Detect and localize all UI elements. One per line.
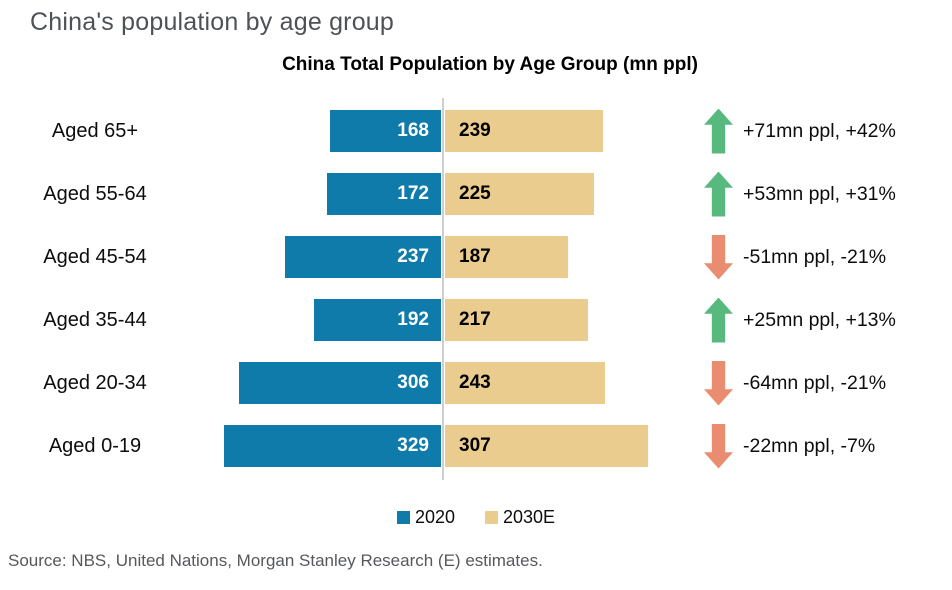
bar-2020: 172 <box>327 173 441 215</box>
bar-2020-value: 329 <box>397 435 429 456</box>
change-annotation: -22mn ppl, -7% <box>690 423 952 469</box>
bar-2020-value: 306 <box>397 372 429 393</box>
change-arrow-icon <box>704 360 733 406</box>
bar-area: 306 243 <box>170 362 690 404</box>
change-label: -22mn ppl, -7% <box>743 434 876 457</box>
bar-2030-value: 243 <box>459 372 491 393</box>
change-arrow-icon <box>704 171 733 217</box>
change-annotation: +25mn ppl, +13% <box>690 297 952 343</box>
bar-2020: 192 <box>314 299 441 341</box>
change-annotation: -64mn ppl, -21% <box>690 360 952 406</box>
bar-2030: 217 <box>445 299 589 341</box>
bar-2030: 187 <box>445 236 569 278</box>
bar-2020: 237 <box>284 236 441 278</box>
bar-2030-value: 239 <box>459 120 491 141</box>
bar-2020: 329 <box>223 425 441 467</box>
chart-legend: 2020 2030E <box>0 507 952 528</box>
source-note: Source: NBS, United Nations, Morgan Stan… <box>8 551 543 570</box>
bar-2020-value: 172 <box>397 183 429 204</box>
bar-2020-value: 237 <box>397 246 429 267</box>
baseline-axis <box>442 98 444 480</box>
bar-area: 237 187 <box>170 236 690 278</box>
bar-area: 172 225 <box>170 173 690 215</box>
bar-2030: 225 <box>445 173 594 215</box>
chart-row: Aged 20-34 306 243 -64mn ppl, -21% <box>0 360 952 406</box>
legend-swatch-2020-icon <box>396 511 410 524</box>
change-annotation: +71mn ppl, +42% <box>690 108 952 154</box>
change-arrow-icon <box>704 234 733 280</box>
chart-row: Aged 0-19 329 307 -22mn ppl, -7% <box>0 423 952 469</box>
category-label: Aged 45-54 <box>43 245 147 268</box>
change-label: +25mn ppl, +13% <box>743 308 896 331</box>
bar-area: 168 239 <box>170 110 690 152</box>
chart-row: Aged 55-64 172 225 +53mn ppl, +31% <box>0 171 952 217</box>
category-label: Aged 65+ <box>51 119 139 142</box>
chart-title: China Total Population by Age Group (mn … <box>282 54 698 75</box>
bar-2030: 243 <box>445 362 606 404</box>
change-label: -64mn ppl, -21% <box>743 371 887 394</box>
bar-2030-value: 187 <box>459 246 491 267</box>
page-title: China's population by age group <box>30 8 395 36</box>
chart-row: Aged 35-44 192 217 +25mn ppl, +13% <box>0 297 952 343</box>
bar-2020: 306 <box>239 362 441 404</box>
change-annotation: +53mn ppl, +31% <box>690 171 952 217</box>
change-arrow-icon <box>704 108 733 154</box>
category-label: Aged 0-19 <box>48 434 142 457</box>
legend-item-2030e: 2030E <box>484 507 556 528</box>
change-label: +53mn ppl, +31% <box>743 182 896 205</box>
bar-2030: 307 <box>445 425 648 467</box>
legend-swatch-2030e-icon <box>484 511 498 524</box>
bar-2030: 239 <box>445 110 603 152</box>
change-arrow-icon <box>704 297 733 343</box>
change-arrow-icon <box>704 423 733 469</box>
bar-2020: 168 <box>330 110 441 152</box>
bar-area: 329 307 <box>170 425 690 467</box>
category-label: Aged 20-34 <box>43 371 147 394</box>
bar-2020-value: 168 <box>397 120 429 141</box>
category-label: Aged 35-44 <box>43 308 147 331</box>
chart-rows: Aged 65+ 168 239 +71mn ppl, +42% Aged 55… <box>0 108 952 488</box>
bar-2030-value: 225 <box>459 183 491 204</box>
bar-2030-value: 307 <box>459 435 491 456</box>
legend-label-2030e: 2030E <box>502 507 556 527</box>
legend-item-2020: 2020 <box>396 507 455 528</box>
change-label: -51mn ppl, -21% <box>743 245 887 268</box>
category-label: Aged 55-64 <box>43 182 147 205</box>
bar-2020-value: 192 <box>397 309 429 330</box>
change-label: +71mn ppl, +42% <box>743 119 896 142</box>
bar-2030-value: 217 <box>459 309 491 330</box>
change-annotation: -51mn ppl, -21% <box>690 234 952 280</box>
chart-row: Aged 45-54 237 187 -51mn ppl, -21% <box>0 234 952 280</box>
chart-row: Aged 65+ 168 239 +71mn ppl, +42% <box>0 108 952 154</box>
bar-area: 192 217 <box>170 299 690 341</box>
legend-label-2020: 2020 <box>414 507 455 527</box>
